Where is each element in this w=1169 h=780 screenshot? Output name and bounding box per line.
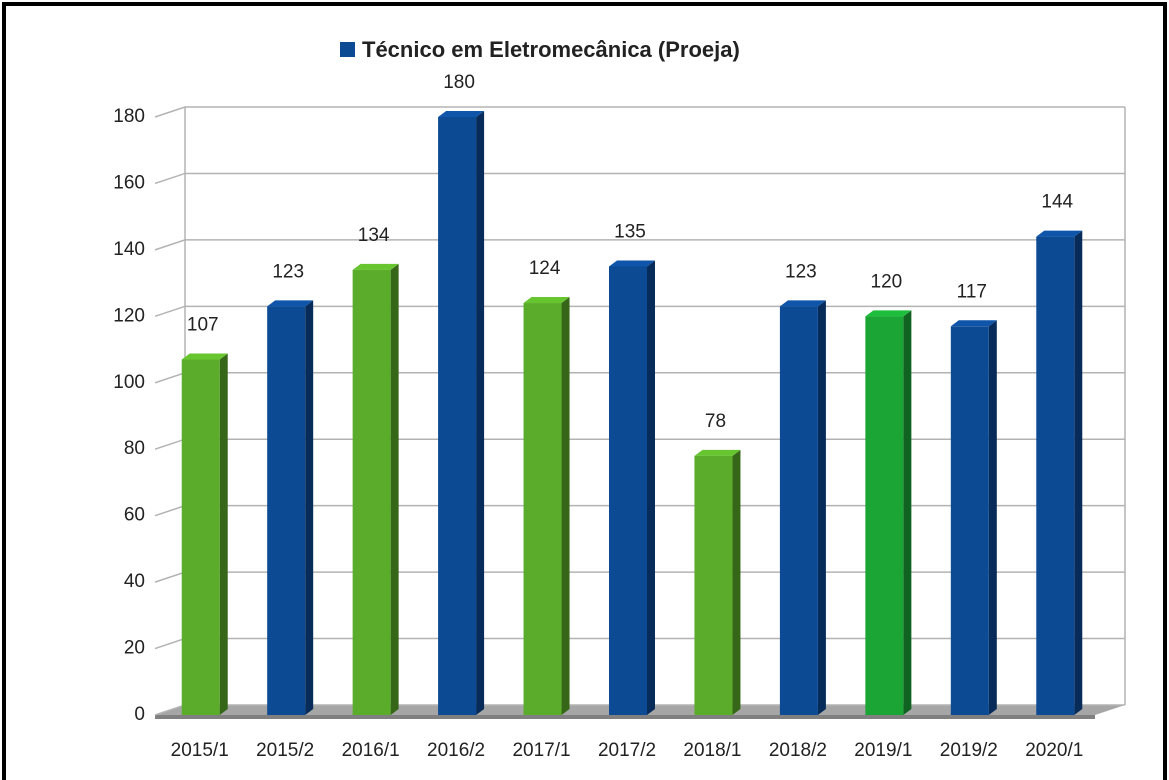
x-tick-label: 2018/1 [683, 740, 741, 761]
bar-side [1074, 230, 1083, 715]
grid-line [154, 239, 1125, 251]
bar [1036, 236, 1075, 715]
y-tick-label: 20 [124, 638, 145, 659]
x-tick-label: 2020/1 [1025, 740, 1083, 761]
y-tick-label: 140 [113, 239, 145, 260]
bar-side [732, 449, 741, 715]
x-tick-label: 2015/2 [256, 740, 314, 761]
legend-label: Técnico em Eletromecânica (Proeja) [362, 37, 740, 62]
x-tick-label: 2017/1 [512, 740, 570, 761]
bar-top [1036, 230, 1083, 237]
bar-side [647, 260, 655, 715]
value-label: 135 [614, 222, 646, 243]
value-label: 180 [443, 72, 475, 93]
bar-side [903, 310, 912, 715]
y-tick-label: 160 [113, 172, 145, 193]
bar-side [988, 320, 997, 715]
x-tick-label: 2019/2 [940, 740, 998, 761]
value-label: 124 [529, 258, 561, 279]
bar [609, 266, 647, 715]
value-label: 107 [187, 315, 219, 336]
bar-top [352, 263, 399, 270]
bar-top [779, 300, 826, 307]
bar-side [561, 297, 570, 715]
bar-top [181, 353, 228, 360]
bar-top [438, 111, 485, 117]
legend-swatch [340, 42, 355, 57]
bar-side [305, 300, 314, 715]
x-tick-label: 2015/1 [171, 740, 229, 761]
bar-top [950, 320, 997, 327]
value-label: 120 [871, 271, 903, 292]
grid-line [154, 106, 1125, 118]
y-tick-label: 180 [113, 106, 145, 127]
y-tick-label: 120 [113, 305, 145, 326]
value-label: 117 [957, 281, 987, 302]
bar-top [694, 449, 741, 456]
value-label: 134 [358, 225, 390, 246]
bar [352, 269, 391, 715]
x-tick-label: 2019/1 [854, 740, 912, 761]
bar [694, 455, 733, 715]
bar [523, 303, 562, 715]
bar [865, 316, 904, 715]
bar-top [865, 310, 912, 317]
value-label: 123 [785, 261, 817, 282]
bar-side [219, 353, 228, 715]
x-tick-label: 2016/2 [427, 740, 485, 761]
bar [779, 306, 818, 715]
bar [267, 306, 306, 715]
bar-side [817, 300, 826, 715]
y-tick-label: 80 [124, 438, 145, 459]
bar [181, 359, 220, 715]
bar [950, 326, 989, 715]
y-tick-label: 40 [124, 571, 145, 592]
y-tick-label: 0 [134, 704, 145, 725]
x-tick-label: 2016/1 [342, 740, 400, 761]
x-tick-label: 2018/2 [769, 740, 827, 761]
bar-side [476, 111, 485, 715]
bar [438, 117, 477, 715]
bar-top [609, 260, 655, 267]
bar-side [390, 263, 399, 715]
bar-top [267, 300, 314, 307]
bar-top [523, 297, 570, 304]
value-label: 144 [1041, 192, 1073, 213]
y-tick-label: 60 [124, 505, 145, 526]
value-label: 78 [705, 411, 726, 432]
value-label: 123 [272, 261, 304, 282]
y-tick-label: 100 [113, 372, 145, 393]
x-tick-label: 2017/2 [598, 740, 656, 761]
grid-line [154, 172, 1125, 185]
floor-edge [155, 715, 1095, 719]
